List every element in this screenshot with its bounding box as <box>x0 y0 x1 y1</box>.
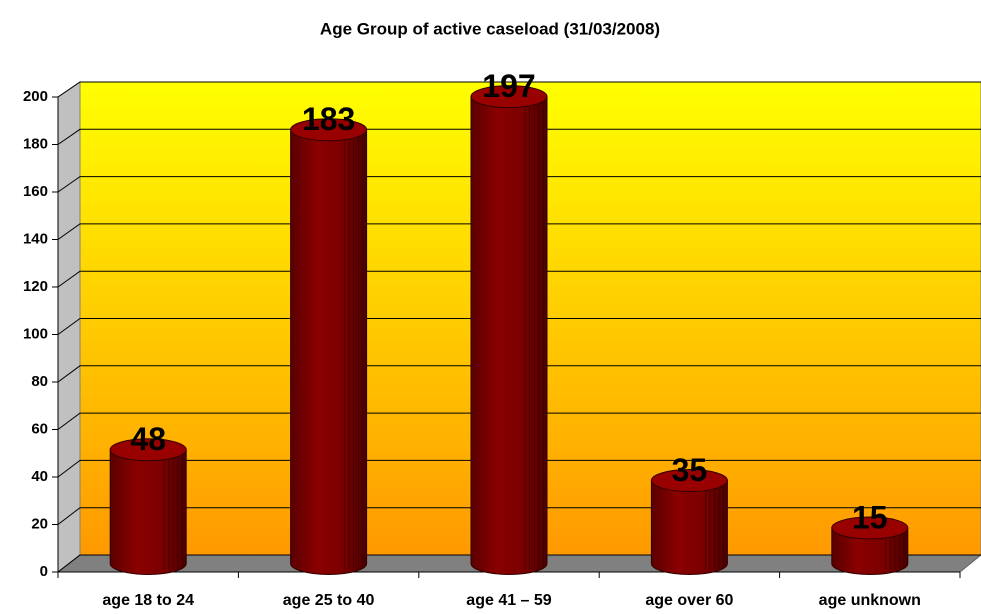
x-tick-label: age unknown <box>819 592 921 609</box>
bar-part <box>470 96 548 575</box>
bar-part <box>109 449 187 575</box>
y-tick-label: 180 <box>23 135 48 152</box>
bar <box>290 118 368 575</box>
bar <box>109 438 187 575</box>
grid-line <box>57 223 981 240</box>
y-tick-label: 160 <box>23 183 48 200</box>
x-tick-label: age 18 to 24 <box>102 592 194 609</box>
grid-line <box>57 270 981 288</box>
y-tick-label: 120 <box>23 278 48 295</box>
bar-part <box>650 480 728 575</box>
bar <box>650 469 728 575</box>
data-label: 183 <box>302 101 355 137</box>
bar <box>831 516 909 575</box>
bar-part <box>650 469 728 493</box>
y-tick-label: 40 <box>31 468 48 485</box>
grid-line <box>57 459 981 478</box>
y-tick-label: 80 <box>31 373 48 390</box>
grid-line <box>57 81 981 98</box>
bar-part <box>470 85 548 109</box>
bar <box>470 85 548 575</box>
grid-line <box>57 128 981 145</box>
data-label: 15 <box>852 499 888 535</box>
y-tick-label: 100 <box>23 325 48 342</box>
data-label: 197 <box>482 68 535 104</box>
grid-line <box>57 176 981 193</box>
x-tick-label: age over 60 <box>645 592 733 609</box>
y-tick-label: 20 <box>31 515 48 532</box>
grid-line <box>57 365 981 383</box>
grid-line <box>57 412 981 430</box>
bar-part <box>109 438 187 462</box>
grid-line <box>57 318 981 335</box>
x-tick-label: age 25 to 40 <box>283 592 375 609</box>
data-label: 35 <box>672 452 708 488</box>
chart-title: Age Group of active caseload (31/03/2008… <box>320 19 660 38</box>
bar-part <box>290 129 368 575</box>
y-tick-label: 200 <box>23 88 48 105</box>
bar-part <box>831 516 909 540</box>
bar-part <box>290 118 368 142</box>
x-tick-label: age 41 – 59 <box>466 592 552 609</box>
bar-part <box>831 527 909 575</box>
data-label: 48 <box>130 421 166 457</box>
y-tick-label: 60 <box>31 420 48 437</box>
y-tick-label: 140 <box>23 230 48 247</box>
y-tick-label: 0 <box>40 563 48 580</box>
